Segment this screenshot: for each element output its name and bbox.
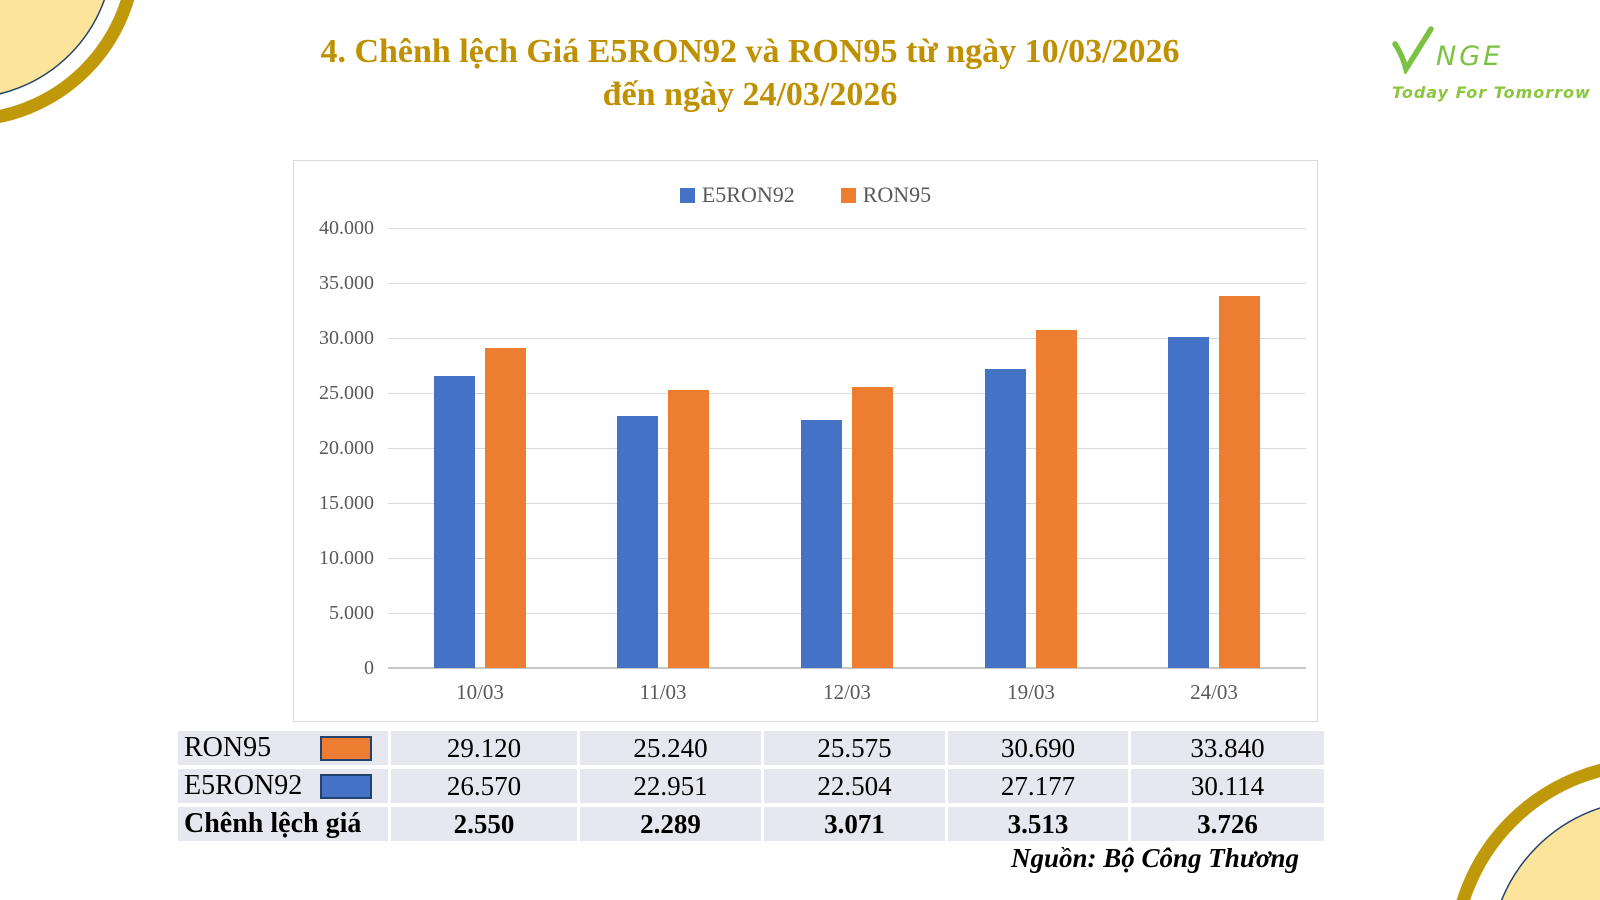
gridline xyxy=(388,338,1306,339)
y-axis-tick-label: 15.000 xyxy=(319,492,374,514)
table-value-cell: 33.840 xyxy=(1131,731,1324,765)
bar-ron95-12/03 xyxy=(852,387,893,668)
bar-chart: E5RON92 RON95 0 5.000 10.000 15.000 20.000 25.… xyxy=(293,160,1318,722)
y-axis-tick-label: 20.000 xyxy=(319,437,374,459)
gridline xyxy=(388,283,1306,284)
table-value-cell: 2.289 xyxy=(580,807,761,841)
legend-item-e5ron92: E5RON92 xyxy=(679,182,795,208)
y-axis-tick-label: 5.000 xyxy=(329,602,374,624)
bar-ron95-19/03 xyxy=(1036,330,1077,668)
y-axis-tick-label: 0 xyxy=(364,657,374,679)
table-value-cell: 29.120 xyxy=(391,731,577,765)
bar-e5ron92-12/03 xyxy=(801,420,842,668)
legend-label-ron95: RON95 xyxy=(862,182,932,207)
bottom-right-cream-circle xyxy=(1500,807,1600,900)
logo-tagline: Today For Tomorrow xyxy=(1392,83,1591,102)
price-table: RON95 29.120 25.240 25.575 30.690 33.840 E5RON… xyxy=(175,727,1327,845)
page-title-line1: 4. Chênh lệch Giá E5RON92 và RON95 từ ng… xyxy=(320,33,1180,70)
table-value-cell: 27.177 xyxy=(948,769,1128,803)
gridline xyxy=(388,503,1306,504)
page-title: 4. Chênh lệch Giá E5RON92 và RON95 từ ng… xyxy=(170,30,1330,116)
y-axis-tick-label: 40.000 xyxy=(319,217,374,239)
gridline xyxy=(388,448,1306,449)
series-color-swatch xyxy=(320,773,372,799)
row-label-text: E5RON92 xyxy=(184,770,303,801)
x-axis-category-label: 19/03 xyxy=(1007,680,1055,704)
source-note: Nguồn: Bộ Công Thương xyxy=(1011,843,1299,873)
y-axis-tick-label: 35.000 xyxy=(319,272,374,294)
table-row-ron95: RON95 29.120 25.240 25.575 30.690 33.840 xyxy=(178,731,1324,765)
y-axis-tick-label: 30.000 xyxy=(319,327,374,349)
table-value-cell: 25.575 xyxy=(764,731,945,765)
bar-e5ron92-24/03 xyxy=(1168,337,1209,668)
table-value-cell: 3.726 xyxy=(1131,807,1324,841)
table-value-cell: 2.550 xyxy=(391,807,577,841)
chart-legend: E5RON92 RON95 xyxy=(294,182,1317,208)
legend-item-ron95: RON95 xyxy=(840,182,932,208)
bar-ron95-11/03 xyxy=(668,390,709,668)
row-label-text: Chênh lệch giá xyxy=(184,808,362,839)
bar-e5ron92-11/03 xyxy=(617,416,658,668)
row-label-cell: Chênh lệch giá xyxy=(178,807,388,841)
logo-wordmark: NGE xyxy=(1392,26,1572,74)
page-title-line2: đến ngày 24/03/2026 xyxy=(602,76,898,113)
table-value-cell: 25.240 xyxy=(580,731,761,765)
table-value-cell: 3.071 xyxy=(764,807,945,841)
top-left-cream-circle xyxy=(0,0,106,95)
x-axis-category-label: 24/03 xyxy=(1190,680,1238,704)
bottom-right-gold-ring xyxy=(1456,763,1600,900)
company-logo: NGE Today For Tomorrow xyxy=(1392,26,1591,102)
row-label-cell: E5RON92 xyxy=(178,769,388,803)
table-value-cell: 30.114 xyxy=(1131,769,1324,803)
gridline xyxy=(388,393,1306,394)
x-axis-category-label: 11/03 xyxy=(639,680,687,704)
plot-area: 0 5.000 10.000 15.000 20.000 25.000 30.000 35.0… xyxy=(319,218,1306,704)
row-label-wrap: Chênh lệch giá xyxy=(178,808,388,840)
table-value-cell: 22.504 xyxy=(764,769,945,803)
gridline xyxy=(388,613,1306,614)
table-row-ch-nh-l-ch-gi-: Chênh lệch giá 2.550 2.289 3.071 3.513 3.726 xyxy=(178,807,1324,841)
row-label-wrap: RON95 xyxy=(178,732,388,764)
series-color-swatch xyxy=(320,735,372,761)
logo-letters: NGE xyxy=(1436,41,1504,72)
gridline xyxy=(388,558,1306,559)
legend-label-e5ron92: E5RON92 xyxy=(701,182,795,207)
table-value-cell: 30.690 xyxy=(948,731,1128,765)
y-axis-tick-label: 25.000 xyxy=(319,382,374,404)
checkmark-icon xyxy=(1392,26,1434,74)
row-label-wrap: E5RON92 xyxy=(178,770,388,802)
table-value-cell: 22.951 xyxy=(580,769,761,803)
bar-ron95-10/03 xyxy=(485,348,526,668)
x-axis-category-label: 10/03 xyxy=(456,680,504,704)
table-value-cell: 3.513 xyxy=(948,807,1128,841)
price-table-body: RON95 29.120 25.240 25.575 30.690 33.840 E5RON… xyxy=(178,731,1324,841)
row-label-cell: RON95 xyxy=(178,731,388,765)
x-axis-line xyxy=(388,667,1306,669)
gridline xyxy=(388,228,1306,229)
y-axis-tick-label: 10.000 xyxy=(319,547,374,569)
bar-e5ron92-10/03 xyxy=(434,376,475,668)
top-left-gold-ring xyxy=(0,0,135,123)
table-row-e5ron92: E5RON92 26.570 22.951 22.504 27.177 30.114 xyxy=(178,769,1324,803)
row-label-text: RON95 xyxy=(184,732,272,763)
bar-e5ron92-19/03 xyxy=(985,369,1026,668)
table-value-cell: 26.570 xyxy=(391,769,577,803)
bar-ron95-24/03 xyxy=(1219,296,1260,668)
legend-swatch-e5ron92 xyxy=(679,187,695,203)
legend-swatch-ron95 xyxy=(840,187,856,203)
x-axis-category-label: 12/03 xyxy=(823,680,871,704)
